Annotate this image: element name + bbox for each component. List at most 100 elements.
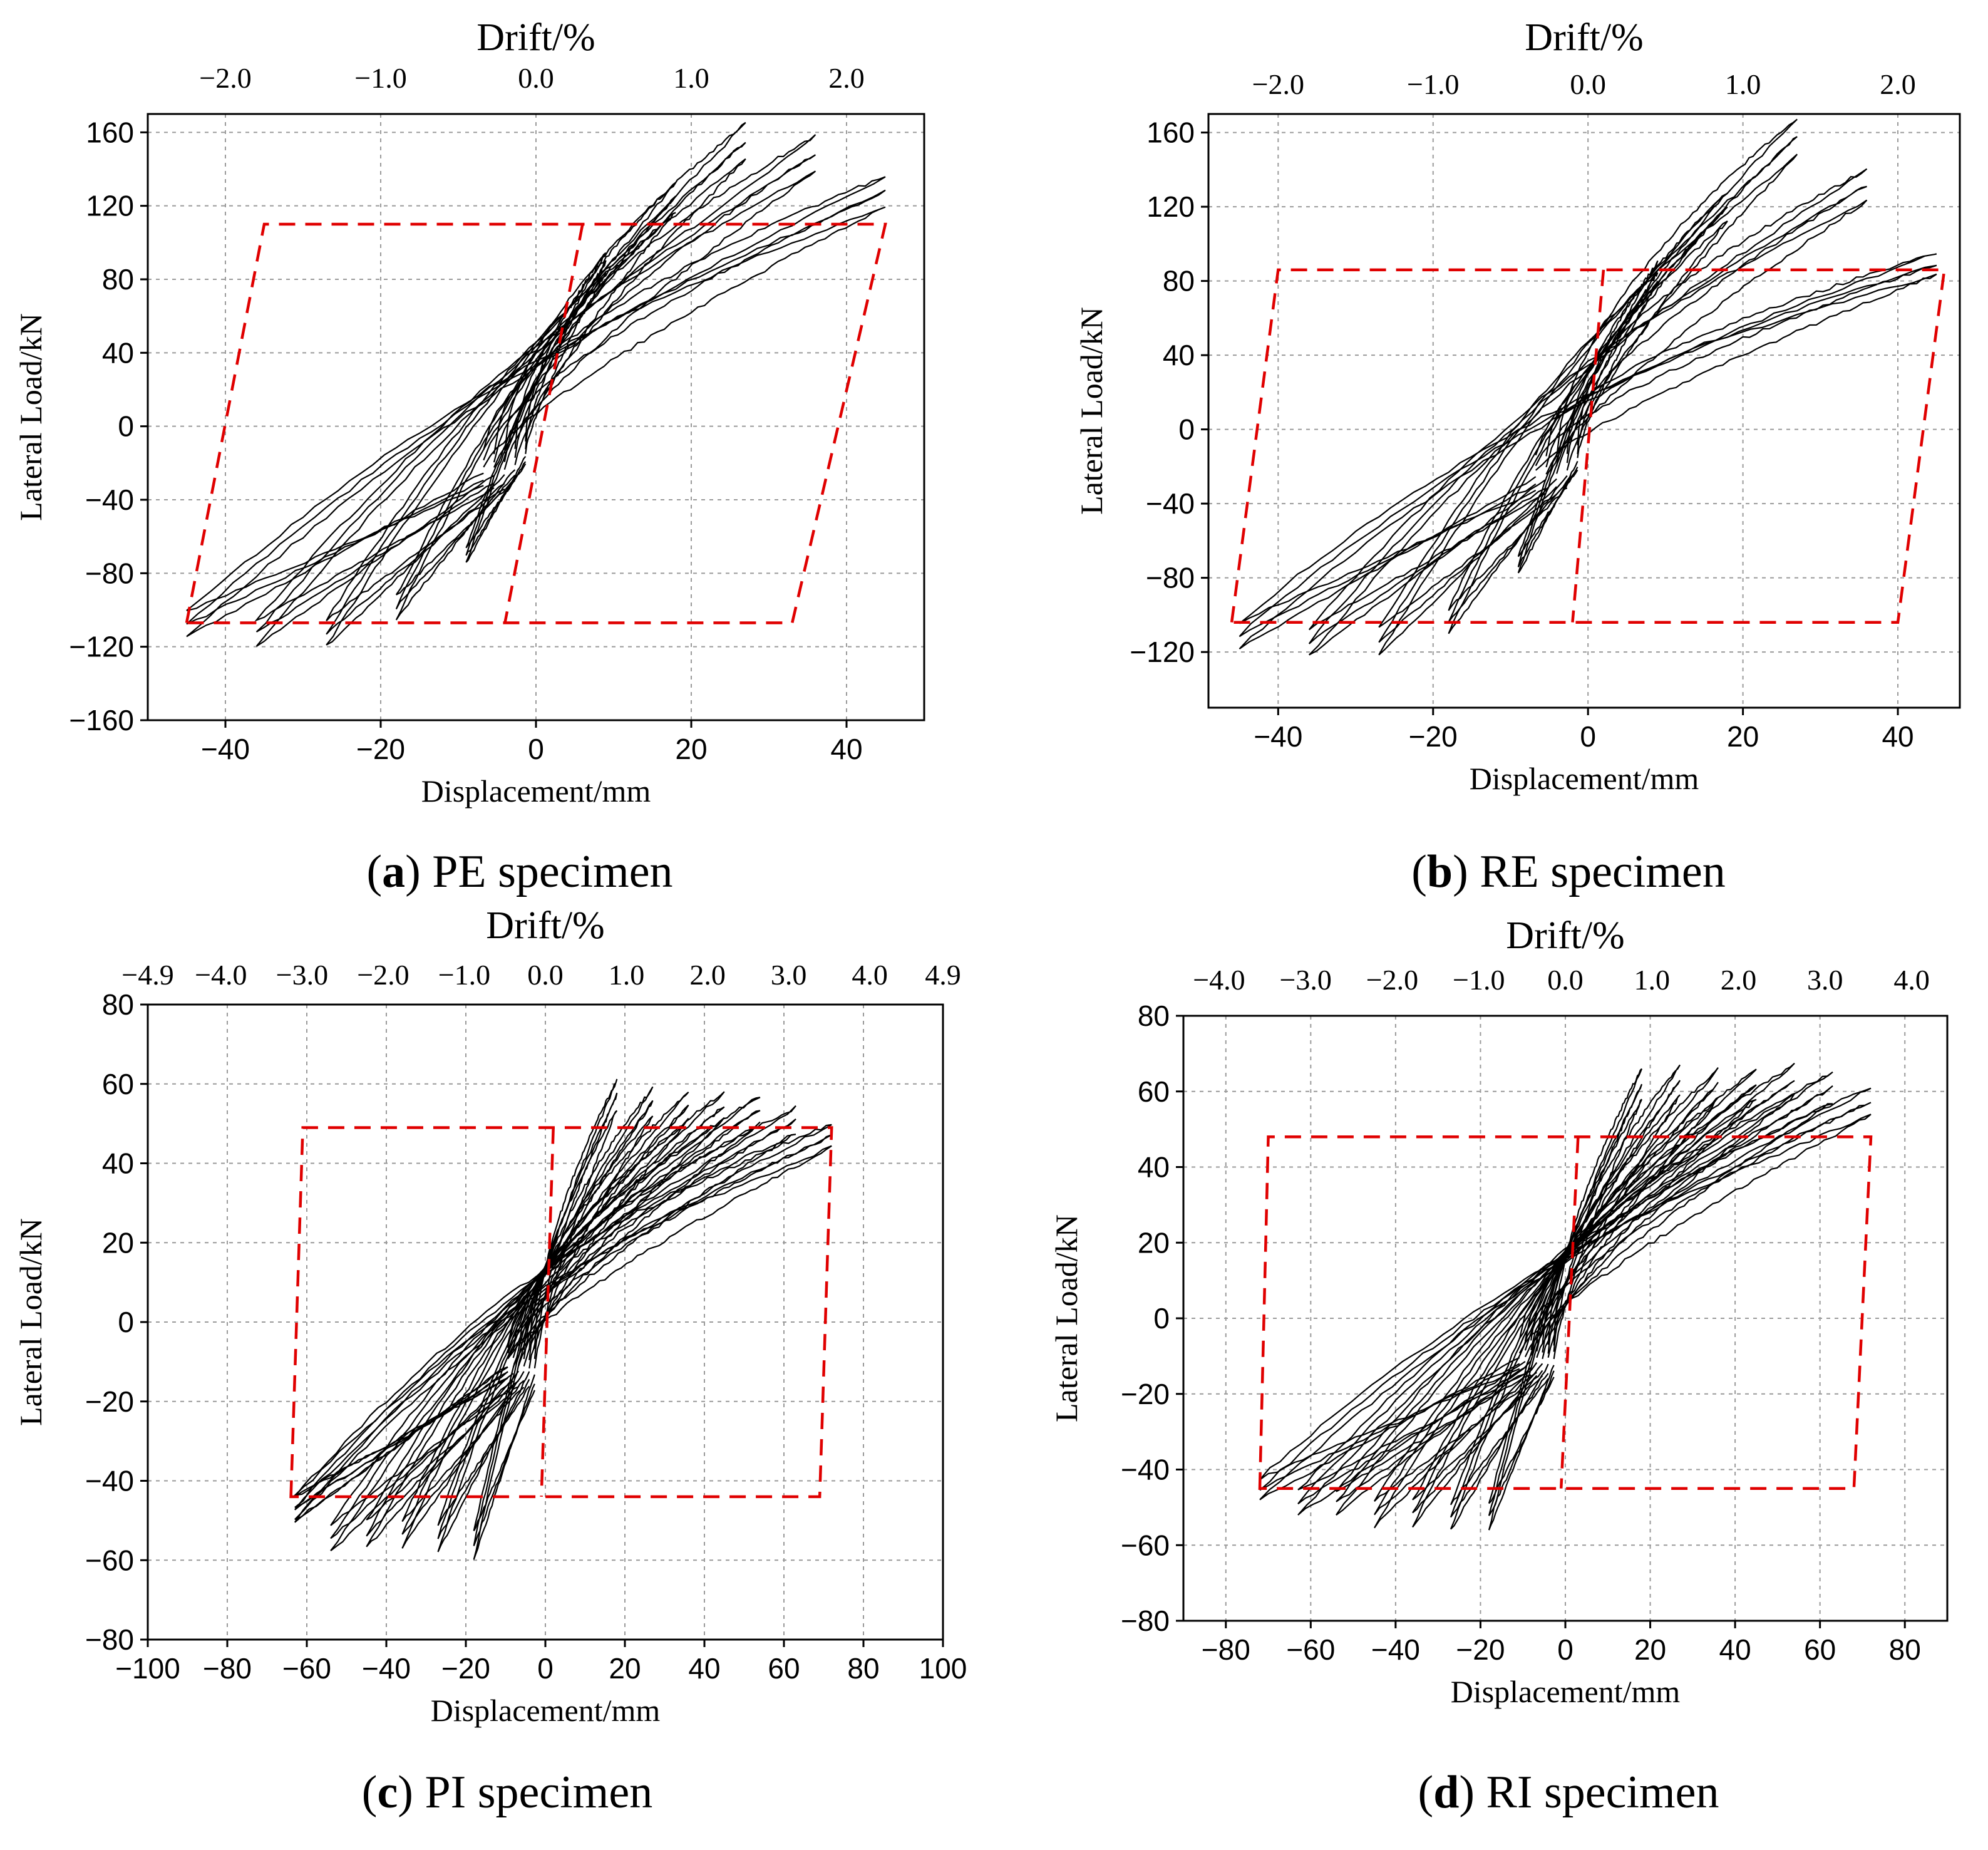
hysteresis-loop [1297,1071,1833,1516]
top-tick-label: 2.0 [1721,964,1757,996]
caption-text: ) PI specimen [398,1767,652,1818]
y-tick-label: −80 [1146,562,1195,594]
y-axis-title: Lateral Load/kN [13,1218,48,1426]
x-tick-label: 100 [919,1652,967,1685]
y-tick-label: 160 [1146,116,1195,149]
top-tick-label: −2.0 [1252,68,1304,100]
hysteresis-loop [330,1097,761,1551]
envelope-inner [540,1127,555,1497]
y-tick-label: 80 [1163,265,1195,297]
caption-letter: d [1433,1767,1459,1818]
y-tick-label: −60 [1121,1529,1170,1561]
axis-ticks: −40 −20 0 20 40 −160 −120 −80 −40 0 40 80 120 160 −2.0… [69,62,864,765]
top-tick-label: 1.0 [1725,68,1761,100]
hysteresis-loop [1309,168,1868,656]
x-tick-label: −20 [1456,1633,1505,1666]
hysteresis-curves [1259,1062,1872,1531]
envelope-inner [503,224,584,623]
top-tick-label: −3.0 [1279,964,1331,996]
y-tick-label: 120 [86,190,134,222]
top-axis-title: Drift/% [476,16,595,59]
x-tick-label: 20 [609,1652,641,1685]
top-tick-label: 4.9 [925,959,961,991]
y-tick-label: 40 [1138,1151,1170,1184]
hysteresis-loop [1297,1085,1833,1505]
hysteresis-loop [1378,118,1798,656]
grid [147,1004,944,1640]
caption-text: ) RE specimen [1453,846,1726,897]
subfigure-caption: (b) RE specimen [1411,846,1725,897]
top-tick-label: 0.0 [1547,964,1584,996]
envelope-outer [289,1126,833,1499]
hysteresis-loop [255,134,816,647]
hysteresis-loop [1259,1102,1872,1491]
top-tick-label: −2.0 [1366,964,1418,996]
x-tick-label: 40 [1719,1633,1751,1666]
caption-open-paren: ( [362,1767,378,1818]
top-tick-label: −4.0 [195,959,247,991]
y-tick-label: 160 [86,116,134,148]
hysteresis-loop [254,170,816,622]
top-tick-label: 4.0 [1893,964,1930,996]
hysteresis-loop [437,1086,654,1553]
chart-d: −80 −60 −40 −20 0 20 40 60 80 −80 −60 −40 −20 0 20 40 60… [1049,914,1949,1818]
hysteresis-loop [1448,192,1728,634]
y-tick-label: −40 [85,1465,134,1497]
top-tick-label: −4.9 [121,959,173,991]
x-axis-title: Displacement/mm [1451,1674,1681,1709]
hysteresis-loop [1259,1087,1872,1501]
x-tick-label: −40 [362,1652,411,1685]
y-tick-label: 0 [118,410,134,443]
y-tick-label: 0 [1153,1302,1170,1335]
hysteresis-loop [294,1124,832,1521]
caption-open-paren: ( [366,846,382,897]
hysteresis-loop [326,121,746,646]
top-tick-label: 3.0 [771,959,807,991]
subfigure-caption: (d) RI specimen [1418,1767,1719,1818]
top-tick-label: 2.0 [1880,68,1916,100]
hysteresis-loop [326,158,746,622]
y-tick-label: 60 [102,1068,134,1100]
y-tick-label: 20 [102,1226,134,1259]
y-tick-label: 0 [1178,413,1195,446]
y-tick-label: −80 [1121,1605,1170,1637]
hysteresis-loop [401,1091,689,1549]
top-tick-label: 1.0 [609,959,645,991]
x-tick-label: 0 [1557,1633,1573,1666]
y-axis-title: Lateral Load/kN [1074,307,1109,515]
hysteresis-loop [1374,1068,1757,1529]
top-tick-label: 0.0 [527,959,564,991]
hysteresis-loop [366,1091,725,1548]
hysteresis-loop [330,1110,761,1539]
x-tick-label: −60 [282,1652,331,1685]
hysteresis-loop [1450,1064,1681,1530]
y-tick-label: −120 [1130,636,1195,668]
x-axis-title: Displacement/mm [421,773,651,809]
top-axis-title: Drift/% [1506,914,1624,957]
y-tick-label: 40 [102,1147,134,1180]
x-tick-label: 60 [768,1652,800,1685]
x-tick-label: −20 [356,733,405,765]
chart-c: −100 −80 −60 −40 −20 0 20 40 60 80 100−80−60−40−20… [13,904,967,1818]
axis-ticks: −40 −20 0 20 40 −120 −80 −40 0 40 80 120 160 −2.0 −1.0… [1130,68,1915,753]
x-tick-label: −40 [1371,1633,1420,1666]
top-tick-label: 2.0 [828,62,865,94]
hysteresis-loop [473,1078,618,1560]
y-tick-label: −20 [1121,1378,1170,1410]
x-tick-label: −40 [1254,720,1302,753]
hysteresis-loop [294,1134,796,1498]
hysteresis-loop [292,1145,832,1497]
top-tick-label: 4.0 [852,959,888,991]
x-tick-label: −60 [1286,1633,1335,1666]
hysteresis-loop [255,154,816,633]
top-tick-label: −1.0 [1453,964,1505,996]
x-tick-label: 0 [528,733,544,765]
x-tick-label: 0 [1580,720,1596,753]
hysteresis-loop [1308,185,1867,644]
y-tick-label: 60 [1138,1075,1170,1108]
top-axis-title: Drift/% [486,904,604,947]
y-tick-label: 0 [118,1306,134,1338]
top-tick-label: −1.0 [1407,68,1459,100]
caption-open-paren: ( [1411,846,1427,897]
